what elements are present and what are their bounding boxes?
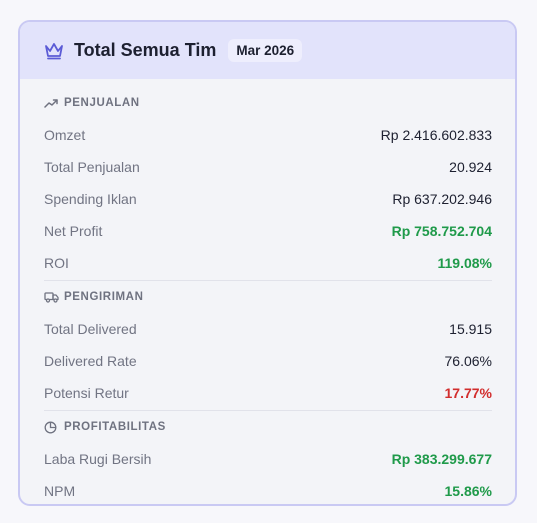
metric-row-potensi-retur: Potensi Retur 17.77% [44, 377, 492, 409]
trending-up-icon [44, 97, 59, 110]
card-body: PENJUALAN Omzet Rp 2.416.602.833 Total P… [20, 87, 515, 504]
crown-icon [44, 41, 64, 61]
metric-label: Total Delivered [44, 321, 137, 337]
metric-label: Net Profit [44, 223, 103, 239]
metric-value: Rp 637.202.946 [392, 191, 492, 207]
metric-label: Delivered Rate [44, 353, 137, 369]
section-divider [44, 280, 492, 281]
section-title: PENGIRIMAN [64, 291, 144, 303]
metric-value: 76.06% [444, 353, 492, 369]
metric-value: Rp 758.752.704 [391, 223, 492, 239]
section-title: PENJUALAN [64, 97, 140, 109]
metric-row-delivered-rate: Delivered Rate 76.06% [44, 345, 492, 377]
card-header: Total Semua Tim Mar 2026 [20, 22, 515, 79]
section-pengiriman-header: PENGIRIMAN [44, 281, 492, 313]
metric-value: Rp 2.416.602.833 [380, 127, 492, 143]
metric-label: ROI [44, 255, 69, 271]
section-title: PROFITABILITAS [64, 421, 166, 433]
metric-value: 119.08% [437, 255, 493, 271]
section-profitabilitas-header: PROFITABILITAS [44, 411, 492, 443]
metric-row-total-delivered: Total Delivered 15.915 [44, 313, 492, 345]
metric-label: Spending Iklan [44, 191, 137, 207]
metric-row-roi: ROI 119.08% [44, 247, 492, 279]
metric-value: Rp 383.299.677 [391, 451, 492, 467]
metric-value: 15.915 [449, 321, 492, 337]
metric-label: NPM [44, 483, 76, 499]
pie-chart-icon [44, 421, 59, 434]
metric-label: Laba Rugi Bersih [44, 451, 152, 467]
period-badge: Mar 2026 [228, 39, 303, 62]
summary-card: Total Semua Tim Mar 2026 PENJUALAN Omzet… [18, 20, 517, 506]
metric-row-npm: NPM 15.86% [44, 475, 492, 504]
metric-row-total-penjualan: Total Penjualan 20.924 [44, 151, 492, 183]
metric-value: 17.77% [444, 385, 492, 401]
metric-row-spending-iklan: Spending Iklan Rp 637.202.946 [44, 183, 492, 215]
section-divider [44, 410, 492, 411]
metric-value: 15.86% [444, 483, 492, 499]
card-title: Total Semua Tim [74, 40, 217, 60]
truck-icon [44, 291, 59, 304]
metric-label: Omzet [44, 127, 86, 143]
metric-label: Total Penjualan [44, 159, 140, 175]
metric-row-omzet: Omzet Rp 2.416.602.833 [44, 119, 492, 151]
metric-label: Potensi Retur [44, 385, 129, 401]
metric-value: 20.924 [449, 159, 492, 175]
metric-row-net-profit: Net Profit Rp 758.752.704 [44, 215, 492, 247]
metric-row-laba-rugi-bersih: Laba Rugi Bersih Rp 383.299.677 [44, 443, 492, 475]
section-penjualan-header: PENJUALAN [44, 87, 492, 119]
